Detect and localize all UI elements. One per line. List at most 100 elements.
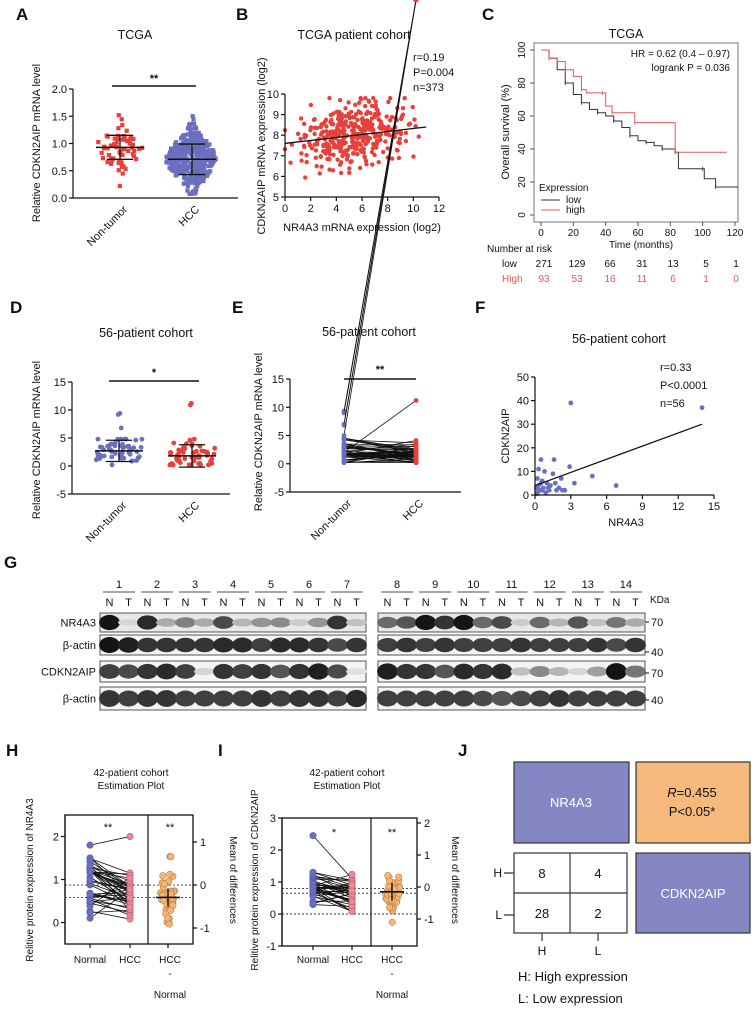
data-point [367, 127, 373, 132]
data-point [358, 143, 364, 148]
y-right-tick-label: 1 [200, 837, 206, 849]
data-point [116, 126, 121, 131]
data-point [109, 462, 115, 468]
y-tick-label: 0 [523, 490, 529, 502]
data-point [191, 189, 197, 194]
data-point [348, 120, 354, 126]
lane-number: 4 [230, 579, 236, 591]
risk-row-label-high: High [502, 274, 523, 285]
protein-band [605, 638, 627, 652]
protein-band [567, 616, 589, 629]
data-point [120, 137, 126, 142]
data-point [331, 152, 336, 157]
data-point [336, 127, 341, 132]
y-tick-label: -1 [266, 941, 276, 953]
x-diff-label: - [168, 969, 171, 980]
protein-band [548, 638, 570, 652]
data-point [380, 149, 386, 155]
paired-line [312, 872, 353, 881]
data-point [105, 443, 110, 449]
data-point [341, 435, 347, 441]
data-point [188, 121, 193, 127]
chart-title: TCGA patient cohort [297, 28, 411, 42]
blot-row-label: NR4A3 [61, 618, 96, 630]
protein-band [586, 690, 608, 707]
data-point [185, 188, 190, 193]
data-point [111, 142, 117, 147]
blot-row-label: CDKN2AIP [41, 667, 96, 679]
data-point [208, 159, 213, 164]
data-point [398, 129, 403, 135]
risk-count: 13 [667, 259, 679, 270]
data-point [201, 448, 207, 454]
data-point [202, 165, 207, 170]
protein-band [434, 637, 456, 653]
protein-band [289, 690, 310, 707]
data-point [383, 139, 388, 144]
data-point [109, 161, 114, 166]
protein-band [548, 618, 570, 627]
protein-band [118, 637, 139, 653]
lane-number: 14 [620, 579, 632, 591]
data-point [112, 451, 118, 456]
data-point [329, 121, 334, 127]
data-point [328, 112, 334, 118]
protein-band [346, 668, 367, 675]
data-point [197, 461, 203, 466]
data-point [194, 152, 199, 157]
data-point [335, 157, 340, 162]
x-category-label: HCC [177, 500, 202, 525]
data-point-difference [164, 914, 172, 922]
protein-band [605, 617, 627, 628]
risk-count: 1 [703, 274, 709, 285]
paired-line [312, 872, 353, 886]
protein-band [327, 638, 348, 652]
x-tick-label: 3 [568, 501, 574, 513]
protein-band [308, 617, 329, 628]
protein-band [346, 637, 367, 653]
data-point [136, 454, 142, 460]
data-point [123, 166, 128, 171]
protein-band [586, 618, 608, 627]
paired-line [89, 884, 131, 904]
lane-number: 12 [544, 579, 556, 591]
data-point [346, 124, 351, 129]
data-point [302, 132, 307, 138]
data-point [167, 165, 172, 170]
data-point-normal [86, 876, 94, 884]
protein-band [137, 637, 158, 653]
data-point [176, 158, 181, 163]
data-point [202, 139, 208, 144]
y-tick-label: 8 [273, 130, 279, 142]
paired-line [89, 870, 131, 891]
y-right-tick-label: 2 [424, 818, 430, 830]
paired-line [89, 836, 131, 846]
x-tick-label: 80 [665, 228, 677, 239]
data-point [375, 108, 380, 113]
data-point [360, 127, 365, 132]
legend-high: H: High expression [518, 969, 628, 984]
legend-title: Expression [539, 183, 588, 194]
panel-label-c: C [482, 5, 494, 24]
data-point [130, 142, 136, 147]
data-point-hcc [348, 881, 356, 889]
data-point [312, 131, 317, 137]
y-tick-label: 40 [517, 396, 529, 408]
data-point [174, 172, 179, 177]
chart-title: 56-patient cohort [99, 326, 193, 340]
data-point [208, 169, 213, 174]
y-tick-label: 100 [517, 41, 528, 58]
y-tick-label: 1.0 [52, 139, 67, 151]
data-point [188, 180, 193, 185]
blot-row [99, 660, 367, 683]
y-tick-label: 15 [272, 374, 284, 386]
plot-frame [533, 42, 739, 223]
significance-marker: ** [376, 364, 385, 376]
data-point [179, 147, 184, 152]
x-category-label: Normal [297, 955, 329, 966]
data-point [397, 136, 402, 141]
data-point [359, 134, 365, 139]
protein-band [453, 614, 475, 631]
data-point [312, 125, 317, 131]
